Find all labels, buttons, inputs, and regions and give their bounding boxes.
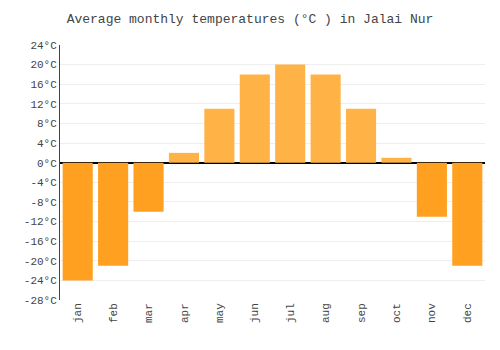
svg-text:-20°C: -20°C: [24, 256, 57, 268]
svg-text:Average monthly temperatures (: Average monthly temperatures (°C ) in Ja…: [67, 12, 434, 27]
svg-text:aug: aug: [320, 303, 332, 323]
svg-text:nov: nov: [426, 303, 438, 323]
svg-text:jul: jul: [285, 303, 297, 323]
svg-text:-12°C: -12°C: [24, 216, 57, 228]
svg-text:12°C: 12°C: [30, 99, 57, 111]
svg-text:jan: jan: [72, 303, 84, 323]
svg-text:-28°C: -28°C: [24, 295, 57, 307]
svg-text:sep: sep: [356, 303, 368, 323]
svg-text:8°C: 8°C: [37, 118, 57, 130]
svg-text:0°C: 0°C: [37, 158, 57, 170]
svg-text:-24°C: -24°C: [24, 275, 57, 287]
svg-text:20°C: 20°C: [30, 59, 57, 71]
svg-text:dec: dec: [462, 303, 474, 323]
svg-text:mar: mar: [143, 303, 155, 323]
svg-text:may: may: [214, 303, 226, 323]
svg-text:feb: feb: [108, 303, 120, 323]
svg-text:16°C: 16°C: [30, 79, 57, 91]
svg-text:oct: oct: [391, 303, 403, 323]
svg-text:24°C: 24°C: [30, 40, 57, 52]
svg-text:-16°C: -16°C: [24, 236, 57, 248]
svg-text:-4°C: -4°C: [30, 177, 57, 189]
svg-text:4°C: 4°C: [37, 138, 57, 150]
svg-text:jun: jun: [249, 303, 261, 323]
svg-text:-8°C: -8°C: [30, 197, 57, 209]
svg-text:apr: apr: [179, 303, 191, 323]
